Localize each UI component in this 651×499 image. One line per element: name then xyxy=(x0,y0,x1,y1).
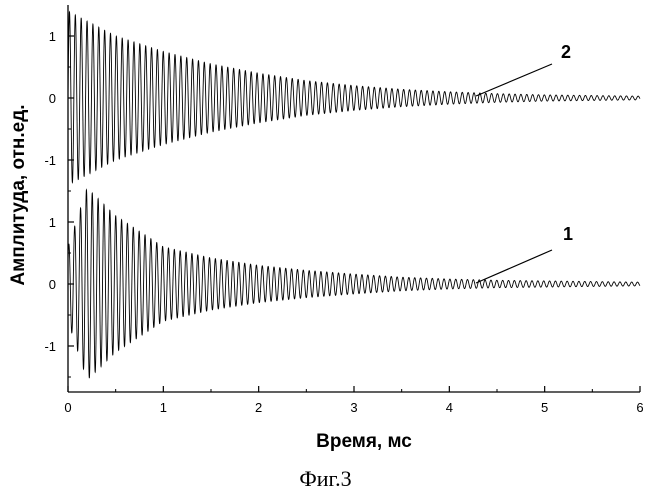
x-axis-ticks: 0 1 2 3 4 5 6 xyxy=(64,386,643,415)
x-tick-label: 0 xyxy=(64,400,71,415)
annotation-label-1: 1 xyxy=(563,224,573,244)
y-tick-label: 0 xyxy=(49,91,56,106)
waveform-series-2 xyxy=(68,12,640,183)
x-tick-label: 6 xyxy=(636,400,643,415)
y-tick-label: -1 xyxy=(44,339,56,354)
figure-caption: Фиг.3 xyxy=(0,466,651,492)
y-tick-label: -1 xyxy=(44,153,56,168)
y-tick-label: 1 xyxy=(49,215,56,230)
waveforms xyxy=(68,12,640,378)
y-axis-ticks: -1 0 1 -1 0 1 xyxy=(44,29,74,377)
x-axis-title: Время, мс xyxy=(316,431,412,452)
waveform-series-1 xyxy=(68,190,640,378)
x-tick-label: 5 xyxy=(541,400,548,415)
curve-annotations: 21 xyxy=(476,42,573,283)
y-tick-label: 0 xyxy=(49,277,56,292)
plot-frame xyxy=(68,5,640,392)
annotation-leader-1 xyxy=(476,250,552,283)
annotation-leader-2 xyxy=(476,64,552,96)
annotation-label-2: 2 xyxy=(561,42,571,62)
x-tick-label: 1 xyxy=(160,400,167,415)
x-tick-label: 2 xyxy=(255,400,262,415)
y-axis-title: Амплитуда, отн.ед. xyxy=(8,104,29,285)
x-tick-label: 3 xyxy=(350,400,357,415)
y-tick-label: 1 xyxy=(49,29,56,44)
x-tick-label: 4 xyxy=(446,400,453,415)
